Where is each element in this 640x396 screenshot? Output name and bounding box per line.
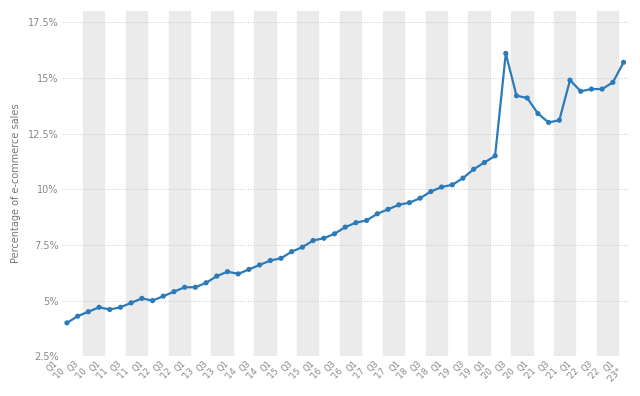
Point: [62, 320, 72, 326]
Point: [308, 237, 318, 244]
Point: [201, 280, 211, 286]
Bar: [83, 11, 104, 356]
Point: [158, 293, 168, 299]
Point: [212, 273, 222, 279]
Point: [104, 307, 115, 313]
Point: [362, 217, 372, 224]
Point: [458, 175, 468, 181]
Point: [137, 295, 147, 301]
Point: [244, 266, 254, 272]
Point: [586, 86, 596, 92]
Point: [532, 110, 543, 117]
Point: [233, 271, 243, 277]
Point: [618, 59, 628, 65]
Point: [180, 284, 190, 290]
Y-axis label: Percentage of e-commerce sales: Percentage of e-commerce sales: [11, 104, 21, 263]
Bar: [126, 11, 147, 356]
Point: [490, 153, 500, 159]
Point: [543, 119, 554, 126]
Point: [83, 308, 93, 315]
Point: [436, 184, 447, 190]
Point: [394, 202, 404, 208]
Point: [597, 86, 607, 92]
Point: [608, 79, 618, 86]
Point: [287, 248, 297, 255]
Point: [72, 313, 83, 319]
Bar: [596, 11, 618, 356]
Point: [447, 182, 458, 188]
Point: [319, 235, 329, 242]
Point: [554, 117, 564, 124]
Point: [351, 219, 361, 226]
Point: [426, 188, 436, 195]
Point: [222, 268, 232, 275]
Point: [500, 50, 511, 57]
Point: [522, 95, 532, 101]
Point: [575, 88, 586, 95]
Point: [169, 289, 179, 295]
Point: [372, 211, 383, 217]
Bar: [168, 11, 190, 356]
Bar: [426, 11, 447, 356]
Bar: [511, 11, 532, 356]
Bar: [297, 11, 319, 356]
Point: [479, 159, 490, 166]
Point: [276, 255, 286, 261]
Point: [468, 166, 479, 172]
Bar: [383, 11, 404, 356]
Point: [298, 244, 308, 250]
Bar: [340, 11, 362, 356]
Bar: [468, 11, 490, 356]
Point: [511, 93, 522, 99]
Point: [147, 297, 157, 304]
Point: [383, 206, 393, 213]
Point: [265, 257, 275, 264]
Point: [126, 300, 136, 306]
Point: [255, 262, 265, 268]
Point: [340, 224, 350, 230]
Point: [415, 195, 426, 201]
Point: [115, 304, 125, 310]
Bar: [254, 11, 276, 356]
Bar: [554, 11, 575, 356]
Point: [190, 284, 200, 290]
Point: [565, 77, 575, 83]
Point: [94, 304, 104, 310]
Point: [330, 230, 340, 237]
Bar: [211, 11, 233, 356]
Point: [404, 200, 415, 206]
